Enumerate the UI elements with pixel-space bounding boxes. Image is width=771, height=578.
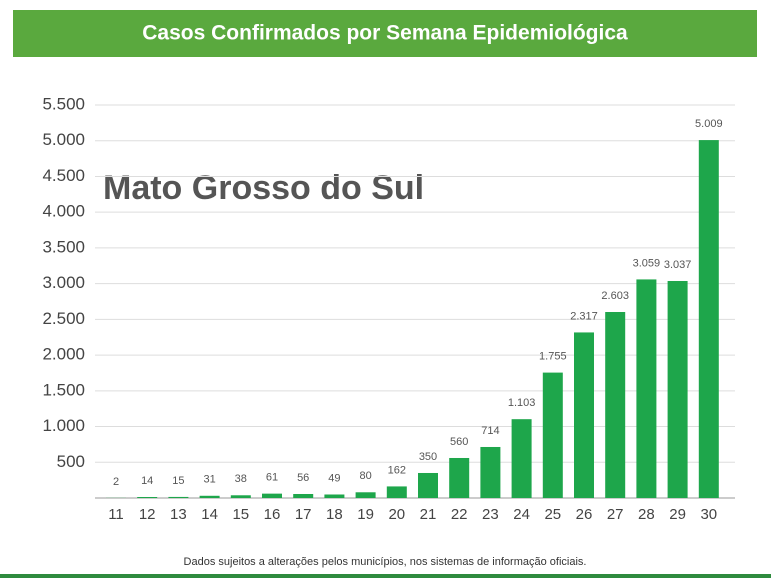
value-label: 15 bbox=[172, 475, 184, 487]
bar bbox=[511, 419, 532, 498]
value-label: 1.755 bbox=[539, 351, 567, 363]
bar bbox=[636, 279, 657, 498]
bar bbox=[667, 280, 688, 498]
bar bbox=[262, 493, 282, 498]
bar bbox=[355, 492, 376, 498]
bar bbox=[574, 332, 594, 498]
x-tick-label: 16 bbox=[264, 506, 281, 523]
y-tick-label: 500 bbox=[57, 452, 85, 471]
value-label: 80 bbox=[359, 470, 371, 482]
bar bbox=[449, 457, 470, 498]
y-tick-label: 5.000 bbox=[42, 130, 85, 149]
value-label: 31 bbox=[203, 474, 215, 486]
bar bbox=[168, 496, 189, 498]
bottom-strip bbox=[0, 574, 771, 578]
x-tick-label: 21 bbox=[420, 506, 437, 523]
y-tick-label: 1.000 bbox=[42, 416, 85, 435]
x-tick-label: 28 bbox=[638, 506, 655, 523]
x-tick-label: 18 bbox=[326, 506, 343, 523]
value-label: 49 bbox=[328, 472, 340, 484]
value-label: 162 bbox=[388, 464, 406, 476]
x-tick-label: 15 bbox=[232, 506, 249, 523]
value-label: 2.317 bbox=[570, 310, 598, 322]
x-tick-label: 14 bbox=[201, 506, 218, 523]
y-tick-label: 5.500 bbox=[42, 94, 85, 113]
value-label: 350 bbox=[419, 451, 437, 463]
bar bbox=[418, 472, 438, 498]
footnote: Dados sujeitos a alterações pelos municí… bbox=[184, 556, 587, 568]
bar bbox=[480, 446, 501, 498]
value-label: 14 bbox=[141, 475, 153, 487]
value-label: 714 bbox=[481, 425, 499, 437]
x-tick-label: 29 bbox=[669, 506, 686, 523]
y-tick-label: 4.000 bbox=[42, 202, 85, 221]
bar bbox=[542, 372, 563, 498]
value-label: 3.059 bbox=[633, 257, 661, 269]
title-banner bbox=[13, 10, 757, 57]
x-tick-label: 17 bbox=[295, 506, 312, 523]
value-label: 5.009 bbox=[695, 118, 723, 130]
bar bbox=[324, 494, 345, 498]
x-tick-label: 26 bbox=[576, 506, 593, 523]
bar bbox=[605, 312, 626, 498]
value-label: 38 bbox=[235, 473, 247, 485]
annotation: Mato Grosso do Sul bbox=[103, 169, 424, 207]
x-tick-label: 27 bbox=[607, 506, 624, 523]
value-label: 2.603 bbox=[601, 290, 629, 302]
bar bbox=[386, 486, 407, 498]
chart-title: Casos Confirmados por Semana Epidemiológ… bbox=[142, 22, 628, 45]
y-tick-label: 2.500 bbox=[42, 309, 85, 328]
bar bbox=[698, 140, 719, 499]
y-tick-label: 3.500 bbox=[42, 237, 85, 256]
y-tick-label: 4.500 bbox=[42, 166, 85, 185]
y-tick-label: 2.000 bbox=[42, 345, 85, 364]
value-label: 1.103 bbox=[508, 397, 536, 409]
x-tick-label: 20 bbox=[388, 506, 405, 523]
bar bbox=[230, 495, 251, 498]
x-tick-label: 12 bbox=[139, 506, 156, 523]
x-tick-label: 13 bbox=[170, 506, 187, 523]
x-tick-label: 22 bbox=[451, 506, 468, 523]
bar bbox=[199, 495, 220, 498]
x-tick-label: 25 bbox=[544, 506, 561, 523]
x-tick-label: 24 bbox=[513, 506, 530, 523]
value-label: 560 bbox=[450, 436, 468, 448]
x-tick-label: 19 bbox=[357, 506, 374, 523]
x-tick-label: 11 bbox=[108, 506, 124, 523]
y-tick-label: 1.500 bbox=[42, 380, 85, 399]
y-tick-label: 3.000 bbox=[42, 273, 85, 292]
value-label: 56 bbox=[297, 472, 309, 484]
value-label: 61 bbox=[266, 472, 278, 484]
x-tick-label: 30 bbox=[700, 506, 717, 523]
x-tick-label: 23 bbox=[482, 506, 499, 523]
value-label: 3.037 bbox=[664, 259, 692, 271]
value-label: 2 bbox=[113, 476, 119, 488]
bar bbox=[137, 496, 158, 498]
bar bbox=[293, 493, 314, 498]
